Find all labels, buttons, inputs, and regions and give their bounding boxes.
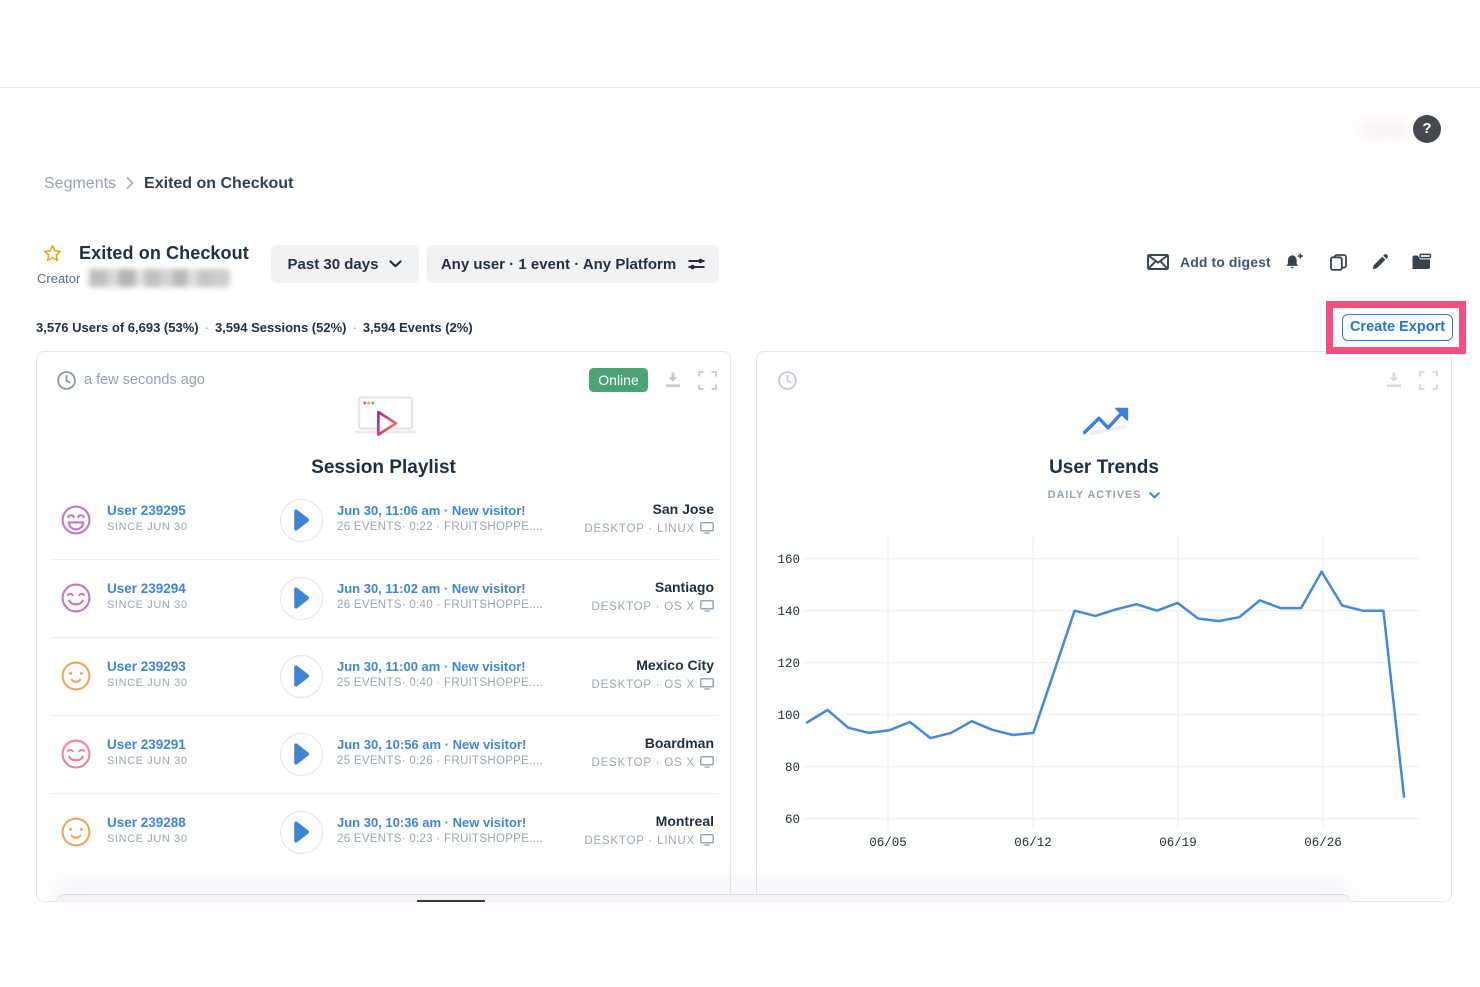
svg-text:06/19: 06/19 [1159, 836, 1197, 850]
svg-text:06/12: 06/12 [1014, 836, 1052, 850]
svg-text:06/05: 06/05 [869, 836, 907, 850]
svg-text:06/26: 06/26 [1304, 836, 1342, 850]
svg-text:80: 80 [785, 761, 800, 775]
svg-text:60: 60 [785, 813, 800, 827]
svg-text:140: 140 [777, 605, 800, 619]
svg-text:120: 120 [777, 657, 800, 671]
svg-text:100: 100 [777, 709, 800, 723]
svg-text:160: 160 [777, 553, 800, 567]
